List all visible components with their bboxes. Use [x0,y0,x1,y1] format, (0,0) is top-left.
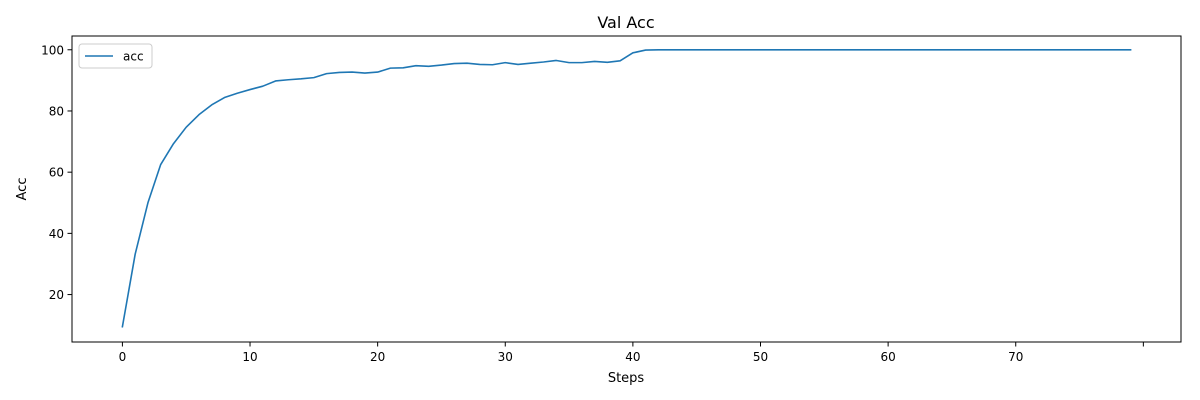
y-axis-label: Acc [15,178,30,201]
x-tick-label: 20 [370,350,385,364]
x-tick-label: 40 [625,350,640,364]
legend: acc [78,43,153,69]
x-tick-label: 60 [880,350,895,364]
y-tick-label: 20 [49,288,64,302]
y-tick-label: 60 [49,166,64,180]
x-tick-label: 30 [498,350,513,364]
plot-area [121,48,1132,328]
x-tick-label: 10 [242,350,257,364]
x-tick-label: 0 [119,350,127,364]
legend-box [78,43,153,69]
x-tick-label: 50 [753,350,768,364]
axes: 0 10 20 30 40 50 60 70 20 40 60 80 100 [41,35,1182,364]
x-tick-label: 70 [1008,350,1023,364]
axes-frame [71,35,1182,343]
series-line-acc [121,48,1132,328]
y-tick-label: 80 [49,104,64,118]
y-tick-label: 100 [41,43,64,57]
x-axis-label: Steps [608,371,645,386]
y-tick-label: 40 [49,227,64,241]
chart-title: Val Acc [597,13,654,32]
legend-label-acc: acc [123,50,144,64]
